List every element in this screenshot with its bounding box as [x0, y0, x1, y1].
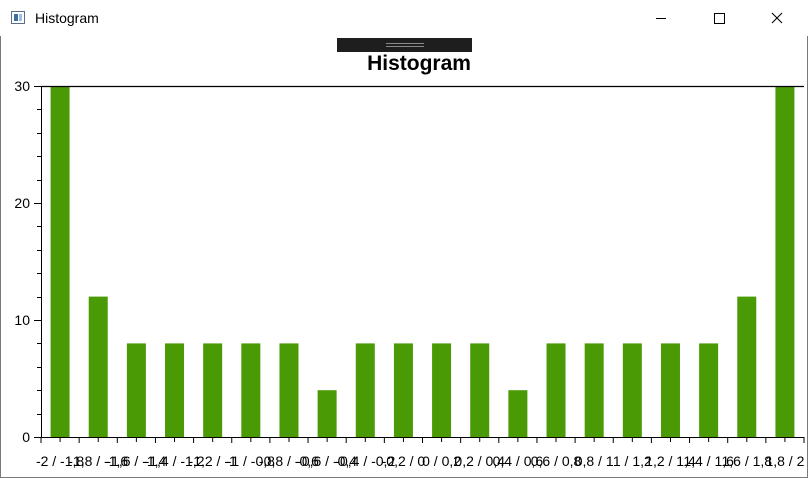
close-icon: [771, 12, 783, 24]
x-tick-label: -1,2 / -1: [189, 453, 237, 469]
x-tick-label: -1,8 / -1,6: [68, 453, 128, 469]
x-tick-label: 0,2 / 0,4: [454, 453, 505, 469]
x-tick-label: 1 / 1,2: [613, 453, 652, 469]
x-tick-label: -1 / -0,8: [227, 453, 275, 469]
x-tick-label: -0,2 / 0: [382, 453, 426, 469]
x-tick-label: 1,8 / 2: [765, 453, 804, 469]
minimize-button[interactable]: [638, 0, 684, 36]
x-tick-label: 1,6 / 1,8: [721, 453, 772, 469]
histogram-bar: [432, 343, 452, 437]
histogram-bar: [737, 296, 757, 437]
x-tick-label: -1,6 / -1,4: [106, 453, 166, 469]
histogram-bar: [241, 343, 261, 437]
histogram-bar: [88, 296, 108, 437]
x-tick-label: 1,2 / 1,4: [645, 453, 696, 469]
histogram-bar: [393, 343, 413, 437]
maximize-icon: [714, 13, 725, 24]
histogram-bar: [126, 343, 146, 437]
histogram-bar: [508, 390, 528, 437]
x-tick-label: 0,8 / 1: [575, 453, 614, 469]
histogram-bar: [699, 343, 719, 437]
histogram-bar: [584, 343, 604, 437]
histogram-bar: [317, 390, 337, 437]
histogram-bar: [50, 86, 70, 437]
histogram-bar: [775, 86, 795, 437]
chart-title: Histogram: [367, 52, 471, 75]
y-tick-label: 0: [22, 429, 30, 445]
app-window-icon: [11, 11, 25, 24]
x-tick-label: 1,4 / 1,6: [683, 453, 734, 469]
x-tick-label: -0,8 / -0,6: [259, 453, 319, 469]
histogram-bar: [470, 343, 490, 437]
title-bar[interactable]: Histogram: [0, 0, 808, 36]
histogram-bar: [622, 343, 642, 437]
x-tick-label: 0,6 / 0,8: [531, 453, 582, 469]
histogram-bar: [355, 343, 375, 437]
minimize-icon: [656, 18, 666, 19]
drag-handle[interactable]: [337, 38, 472, 52]
close-button[interactable]: [754, 0, 800, 36]
x-tick-label: 0,4 / 0,6: [493, 453, 544, 469]
histogram-bar: [279, 343, 299, 437]
histogram-bar: [546, 343, 566, 437]
maximize-button[interactable]: [696, 0, 742, 36]
x-tick-label: -1,4 / -1,2: [145, 453, 205, 469]
y-tick-label: 20: [14, 195, 30, 211]
x-tick-label: -0,6 / -0,4: [297, 453, 357, 469]
x-tick-label: -2 / -1,8: [36, 453, 84, 469]
histogram-bar: [203, 343, 223, 437]
x-tick-label: 0 / 0,2: [422, 453, 461, 469]
y-tick-label: 10: [14, 312, 30, 328]
histogram-bar: [165, 343, 185, 437]
histogram-bar: [660, 343, 680, 437]
window-title: Histogram: [35, 10, 99, 26]
y-tick-label: 30: [14, 78, 30, 94]
x-tick-label: -0,4 / -0,2: [335, 453, 395, 469]
